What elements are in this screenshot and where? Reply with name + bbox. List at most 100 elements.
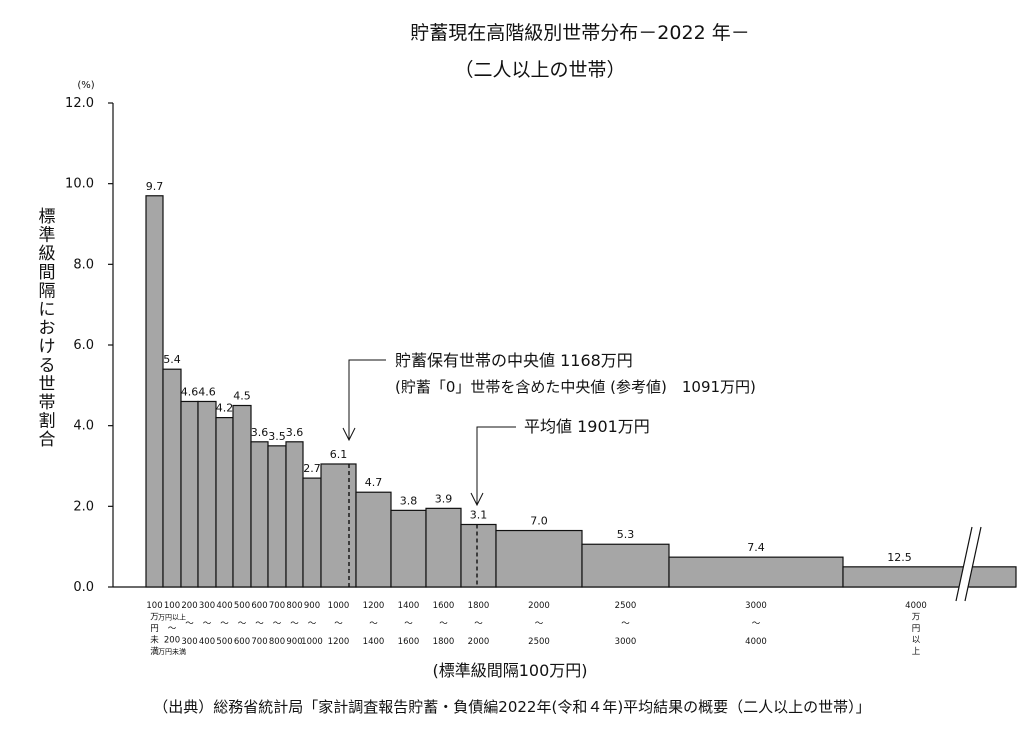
- y-axis-label-char: 間: [39, 263, 56, 283]
- bar-value-label: 5.3: [617, 528, 635, 541]
- x-category-label: 400: [216, 601, 232, 611]
- x-category-label: 100: [164, 601, 180, 611]
- x-category-label: 1000: [301, 637, 323, 647]
- y-axis-label-char: 標: [39, 207, 56, 227]
- x-category-label: 満: [150, 647, 159, 657]
- histogram-bar: [302, 477, 322, 588]
- x-category-label: 1200: [328, 637, 350, 647]
- bar-value-label: 4.2: [216, 402, 234, 415]
- x-category-label: 〜: [273, 619, 282, 629]
- histogram-bar: [162, 368, 182, 588]
- median-annotation-line2: (貯蓄「0」世帯を含めた中央値 (参考値) 1091万円): [395, 378, 756, 396]
- x-category-label: 〜: [203, 619, 212, 629]
- bar-value-label: 4.6: [181, 385, 199, 398]
- x-category-label: 1000: [328, 601, 350, 611]
- x-category-label: 1400: [398, 601, 420, 611]
- y-tick-label: 8.0: [73, 257, 94, 272]
- bar-value-label: 3.6: [251, 426, 269, 439]
- x-category-label: 2000: [468, 637, 490, 647]
- y-tick-label: 2.0: [73, 499, 94, 514]
- mean-arrowhead: [470, 492, 484, 507]
- x-category-label: 900: [304, 601, 320, 611]
- histogram-bar: [390, 509, 427, 588]
- x-category-label: 800: [269, 637, 285, 647]
- y-tick-label: 0.0: [73, 580, 94, 595]
- bars: [145, 195, 1017, 602]
- x-category-label: 4000: [745, 637, 767, 647]
- x-category-label: 600: [251, 601, 267, 611]
- x-category-label: 800: [286, 601, 302, 611]
- x-category-label: 万円未満: [158, 647, 186, 656]
- x-category-label: 200: [164, 636, 180, 646]
- bar-value-label: 3.8: [400, 494, 418, 507]
- histogram-bar: [495, 529, 583, 588]
- histogram-bar: [145, 195, 164, 588]
- x-category-label: 〜: [238, 619, 247, 629]
- x-category-label: 1600: [433, 601, 455, 611]
- x-category-label: 〜: [168, 624, 177, 634]
- bar-value-label: 7.0: [530, 515, 548, 528]
- x-category-label: 〜: [255, 619, 264, 629]
- x-category-label: 500: [234, 601, 250, 611]
- x-category-label: 700: [251, 637, 267, 647]
- y-tick-label: 4.0: [73, 419, 94, 434]
- x-category-label: 400: [199, 637, 215, 647]
- annotations: 貯蓄保有世帯の中央値 1168万円 (貯蓄「0」世帯を含めた中央値 (参考値) …: [342, 351, 756, 587]
- x-category-label: 万円以上: [158, 613, 186, 622]
- x-category-label: 200: [181, 601, 197, 611]
- x-category-label: 万: [912, 613, 921, 623]
- histogram-bar: [668, 556, 844, 588]
- x-category-label: 1400: [363, 637, 385, 647]
- axis-break-gap: [956, 527, 981, 601]
- x-category-label: 1800: [433, 637, 455, 647]
- x-category-label: 3000: [745, 601, 767, 611]
- x-category-label: 2000: [528, 601, 550, 611]
- histogram-bar: [180, 400, 199, 588]
- x-category-label: 〜: [290, 619, 299, 629]
- x-category-label: 900: [286, 637, 302, 647]
- x-category-label: 3000: [615, 637, 637, 647]
- x-category-label: 〜: [535, 619, 544, 629]
- y-axis-label-char: 世: [39, 374, 56, 394]
- bar-value-label: 2.7: [303, 462, 321, 475]
- x-axis-label: (標準級間隔100万円): [432, 661, 587, 680]
- y-axis-label-char: 割: [39, 412, 56, 432]
- x-category-label: 〜: [474, 619, 483, 629]
- x-category-label: 300: [181, 637, 197, 647]
- y-unit-label: (%): [77, 80, 94, 91]
- y-axis-label-char: 合: [39, 430, 56, 450]
- x-category-label: 上: [912, 647, 921, 657]
- x-category-label: 万: [150, 613, 159, 623]
- y-axis-label-char: け: [39, 337, 56, 357]
- x-category-label: 500: [216, 637, 232, 647]
- x-category-label: 1200: [363, 601, 385, 611]
- y-axis-label-char: 準: [39, 226, 56, 246]
- bar-value-label: 9.7: [146, 180, 164, 193]
- mean-annotation-line1: 平均値 1901万円: [524, 417, 650, 436]
- histogram-bar: [285, 441, 304, 588]
- x-category-label: 円: [150, 624, 159, 634]
- histogram-bar: [197, 400, 217, 588]
- y-tick-label: 6.0: [73, 338, 94, 353]
- x-category-label: 1800: [468, 601, 490, 611]
- y-axis-label-char: 隔: [39, 281, 56, 301]
- x-category-label: 〜: [369, 619, 378, 629]
- histogram-bar: [250, 441, 269, 588]
- histogram-bar: [267, 445, 287, 588]
- axis-break-mark: [964, 526, 982, 602]
- x-category-label: 円: [912, 624, 921, 634]
- median-arrowhead: [342, 427, 356, 442]
- x-category-label: 2500: [615, 601, 637, 611]
- x-category-label: 〜: [404, 619, 413, 629]
- x-category-label: 1600: [398, 637, 420, 647]
- histogram-bar: [215, 417, 234, 588]
- x-category-label: 〜: [752, 619, 761, 629]
- bar-value-label: 3.5: [268, 430, 286, 443]
- histogram-bar: [355, 491, 392, 588]
- x-category-label: 〜: [308, 619, 317, 629]
- histogram-bar: [842, 566, 1017, 588]
- histogram-bar: [581, 543, 670, 588]
- bar-value-label: 12.5: [887, 551, 912, 564]
- x-category-label: 〜: [439, 619, 448, 629]
